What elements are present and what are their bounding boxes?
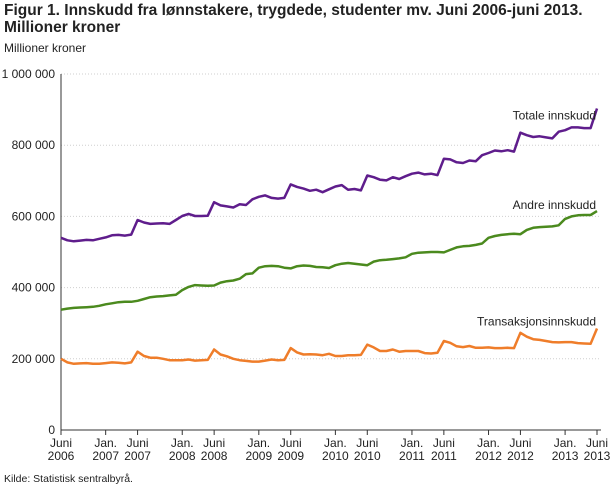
x-tick-label-line: Jan. [247,436,270,450]
x-tick-label-line: Jan. [477,436,500,450]
x-tick-label-line: Juni [127,436,149,450]
x-tick-label: Jan. 2010 [322,436,349,463]
series-label: Totale innskudd [513,109,596,123]
x-tick-label-line: 2012 [475,449,502,463]
series-line [60,210,598,311]
x-tick-label: Jan. 2008 [169,436,196,463]
x-tick-label-line: 2008 [201,449,228,463]
x-tick-label-line: Jan. [94,436,117,450]
x-tick-label: Juni 2011 [431,436,457,463]
x-tick-label-line: 2011 [431,449,457,463]
x-tick-label-line: Jan. [324,436,347,450]
y-tick-label: 600 000 [12,209,56,223]
x-tick-label: Juni 2008 [201,436,228,463]
x-tick-label: Juni 2009 [277,436,304,463]
x-tick-label-line: 2008 [169,449,196,463]
y-tick-label: 0 [48,423,55,437]
x-tick-label-line: Juni [356,436,378,450]
source: Kilde: Statistisk sentralbyrå. [4,473,133,485]
x-tick-label-line: 2009 [277,449,304,463]
x-tick-label-line: 2013 [552,449,579,463]
series-line [60,108,599,243]
x-tick-label-line: 2011 [399,449,425,463]
x-tick-label-line: 2007 [124,449,151,463]
x-tick-label: Jan. 2009 [245,436,272,463]
x-tick-label-line: 2007 [92,449,119,463]
x-tick-label: Juni 2007 [124,436,151,463]
x-tick-label-line: Juni [203,436,225,450]
x-tick-label-line: 2006 [48,449,75,463]
x-tick-label-line: Juni [586,436,608,450]
x-tick-label-line: 2009 [245,449,272,463]
y-tick-label: 1 000 000 [2,67,56,81]
x-tick-label: Jan. 2011 [399,436,425,463]
x-tick-label: Juni 2006 [48,436,75,463]
series-label: Andre innskudd [513,198,596,212]
x-tick-label: Juni 2012 [507,436,534,463]
x-tick-label: Jan. 2013 [552,436,579,463]
series-label: Transaksjonsinnskudd [477,315,596,329]
y-tick-label: 800 000 [12,138,56,152]
y-tick-label: 200 000 [12,352,56,366]
x-tick-label-line: Juni [509,436,531,450]
series-line [60,328,599,366]
x-tick-label-line: 2010 [322,449,349,463]
x-tick-label: Jan. 2007 [92,436,119,463]
x-tick-label-line: Jan. [401,436,424,450]
y-tick-label: 400 000 [12,281,56,295]
x-tick-label-line: Jan. [171,436,194,450]
x-tick-label: Juni 2010 [354,436,381,463]
x-tick-label-line: 2010 [354,449,381,463]
chart-title: Figur 1. Innskudd fra lønnstakere, trygd… [4,2,583,36]
x-tick-label-line: Jan. [554,436,577,450]
x-tick-label-line: Juni [433,436,455,450]
x-tick-label-line: 2013 [584,449,610,463]
x-tick-label-line: 2012 [507,449,534,463]
x-tick-label-line: Juni [280,436,302,450]
y-axis-label: Millioner kroner [4,41,86,55]
x-tick-label: Jan. 2012 [475,436,502,463]
x-tick-label-line: Juni [50,436,72,450]
x-tick-label: Juni 2013 [584,436,610,463]
